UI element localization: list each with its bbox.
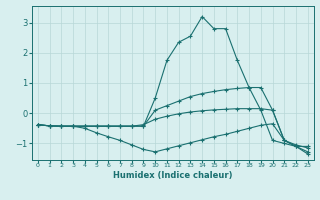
X-axis label: Humidex (Indice chaleur): Humidex (Indice chaleur) bbox=[113, 171, 233, 180]
